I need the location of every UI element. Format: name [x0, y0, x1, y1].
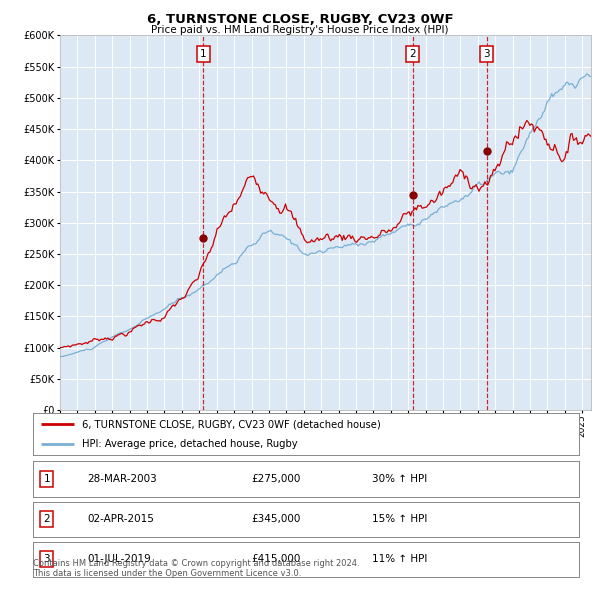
Text: Price paid vs. HM Land Registry's House Price Index (HPI): Price paid vs. HM Land Registry's House … [151, 25, 449, 35]
Text: 1: 1 [43, 474, 50, 484]
Text: £415,000: £415,000 [251, 555, 301, 564]
Text: HPI: Average price, detached house, Rugby: HPI: Average price, detached house, Rugb… [82, 440, 298, 450]
Text: £275,000: £275,000 [251, 474, 301, 484]
Text: 6, TURNSTONE CLOSE, RUGBY, CV23 0WF: 6, TURNSTONE CLOSE, RUGBY, CV23 0WF [146, 13, 454, 26]
Text: 3: 3 [483, 49, 490, 59]
Text: 01-JUL-2019: 01-JUL-2019 [88, 555, 151, 564]
Text: Contains HM Land Registry data © Crown copyright and database right 2024.
This d: Contains HM Land Registry data © Crown c… [33, 559, 359, 578]
Text: 3: 3 [43, 555, 50, 564]
Text: 2: 2 [409, 49, 416, 59]
Text: 02-APR-2015: 02-APR-2015 [88, 514, 154, 524]
Text: 6, TURNSTONE CLOSE, RUGBY, CV23 0WF (detached house): 6, TURNSTONE CLOSE, RUGBY, CV23 0WF (det… [82, 419, 381, 429]
Text: 15% ↑ HPI: 15% ↑ HPI [371, 514, 427, 524]
Text: £345,000: £345,000 [251, 514, 301, 524]
Text: 28-MAR-2003: 28-MAR-2003 [88, 474, 157, 484]
Text: 30% ↑ HPI: 30% ↑ HPI [371, 474, 427, 484]
Text: 1: 1 [200, 49, 207, 59]
Text: 2: 2 [43, 514, 50, 524]
Text: 11% ↑ HPI: 11% ↑ HPI [371, 555, 427, 564]
